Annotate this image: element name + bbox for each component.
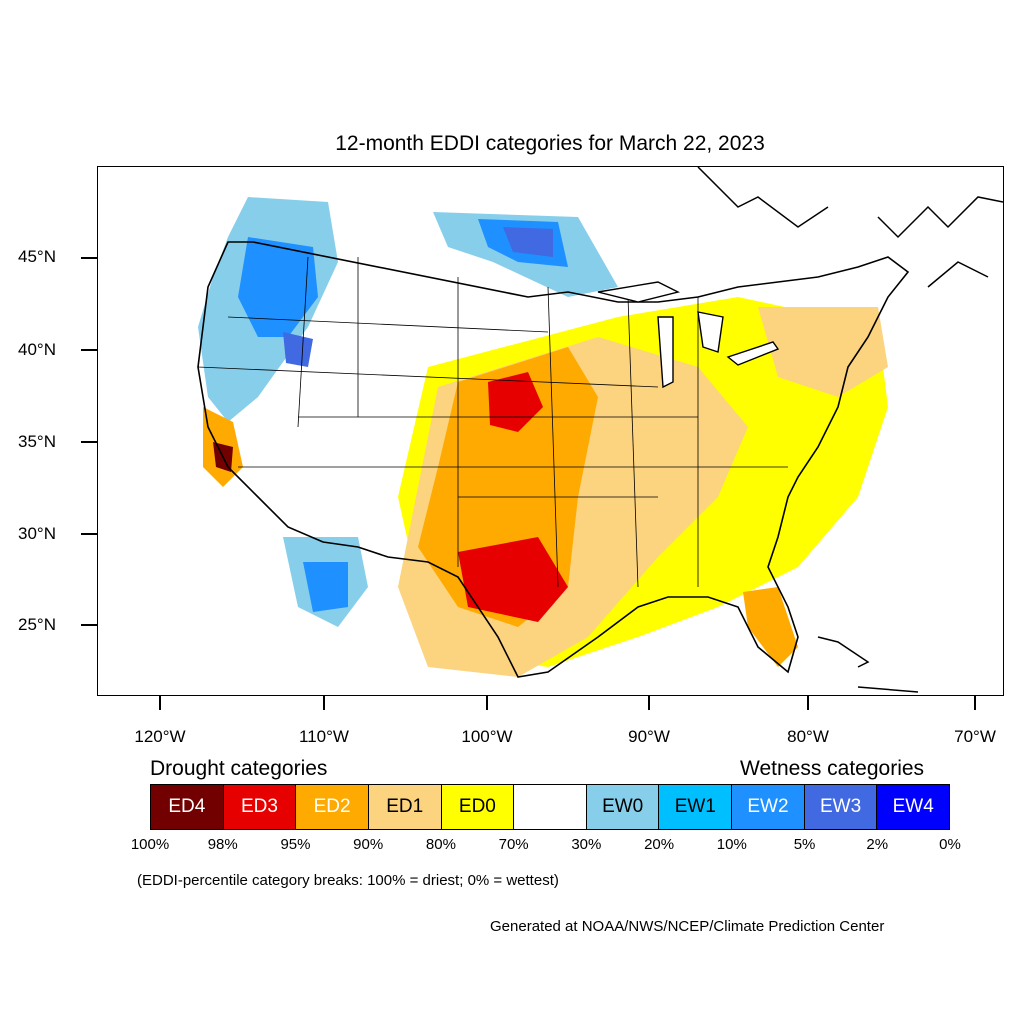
lat-label-25n: 25°N — [18, 615, 56, 634]
percentile-break-label: 5% — [793, 836, 816, 853]
lat-tick — [81, 441, 97, 443]
percentile-note: (EDDI-percentile category breaks: 100% =… — [137, 872, 559, 889]
legend-cell-ed3: ED3 — [223, 785, 297, 829]
category-legend-bar: ED4 ED3 ED2 ED1 ED0 EW0 EW1 EW2 EW3 EW4 — [150, 784, 950, 830]
canada-coast — [697, 167, 1003, 288]
percentile-break-label: 98% — [207, 836, 238, 853]
legend-cell-ew2: EW2 — [732, 785, 805, 829]
lat-tick — [81, 533, 97, 535]
percentile-break-label: 0% — [939, 836, 961, 853]
us-outline — [197, 241, 910, 678]
legend-cell-ed4: ED4 — [151, 785, 224, 829]
dry-region-texas-ed3 — [458, 537, 568, 622]
drought-categories-heading: Drought categories — [150, 757, 328, 780]
lon-tick — [323, 696, 325, 710]
lon-tick — [974, 696, 976, 710]
lon-label-70w: 70°W — [954, 727, 996, 746]
great-lakes — [597, 281, 780, 389]
lat-tick — [81, 349, 97, 351]
lon-label-100w: 100°W — [461, 727, 513, 746]
lake-huron — [697, 311, 724, 353]
lat-label-45n: 45°N — [18, 247, 56, 266]
lon-label-110w: 110°W — [299, 727, 349, 746]
map-title: 12-month EDDI categories for March 22, 2… — [335, 132, 765, 155]
wet-region-northwest-core — [238, 237, 318, 337]
lon-label-80w: 80°W — [787, 727, 829, 746]
wetness-categories-heading: Wetness categories — [740, 757, 925, 780]
eddi-map — [197, 167, 1003, 693]
wet-region-northern-plains-deep — [503, 227, 553, 257]
lon-tick — [486, 696, 488, 710]
legend-cell-ew3: EW3 — [804, 785, 878, 829]
legend-cell-ed1: ED1 — [368, 785, 442, 829]
legend-cell-ed0: ED0 — [441, 785, 515, 829]
legend-cell-ew4: EW4 — [877, 785, 950, 829]
map-panel — [97, 166, 1004, 696]
state-lines — [197, 256, 788, 588]
lake-michigan — [657, 316, 674, 389]
lon-tick — [159, 696, 161, 710]
category-shading — [198, 197, 888, 677]
dry-region-florida — [743, 587, 798, 667]
caribbean — [817, 636, 919, 693]
lon-tick — [648, 696, 650, 710]
percentile-break-label: 10% — [716, 836, 747, 853]
percentile-break-label: 2% — [866, 836, 889, 853]
lake-erie — [726, 341, 780, 366]
wet-region-southwest-core — [303, 562, 348, 612]
percentile-break-label: 90% — [353, 836, 384, 853]
percentile-break-label: 30% — [571, 836, 602, 853]
lat-tick — [81, 257, 97, 259]
percentile-break-label: 100% — [130, 836, 170, 853]
legend-cell-neutral — [514, 785, 587, 829]
percentile-break-label: 20% — [644, 836, 675, 853]
boundaries — [197, 241, 910, 678]
lon-label-90w: 90°W — [628, 727, 670, 746]
legend-cell-ew0: EW0 — [586, 785, 660, 829]
lon-label-120w: 120°W — [134, 727, 186, 746]
legend-cell-ed2: ED2 — [296, 785, 369, 829]
percentile-break-label: 80% — [425, 836, 456, 853]
lat-tick — [81, 624, 97, 626]
lat-label-40n: 40°N — [18, 340, 56, 359]
percentile-break-label: 70% — [498, 836, 529, 853]
legend-cell-ew1: EW1 — [659, 785, 733, 829]
lat-label-30n: 30°N — [18, 524, 56, 543]
lake-superior — [597, 281, 681, 303]
lat-label-35n: 35°N — [18, 432, 56, 451]
dry-region-northeast — [758, 307, 888, 397]
credit-line: Generated at NOAA/NWS/NCEP/Climate Predi… — [490, 918, 885, 935]
percentile-break-label: 95% — [280, 836, 311, 853]
wet-region-idaho-core — [283, 332, 313, 367]
lon-tick — [807, 696, 809, 710]
